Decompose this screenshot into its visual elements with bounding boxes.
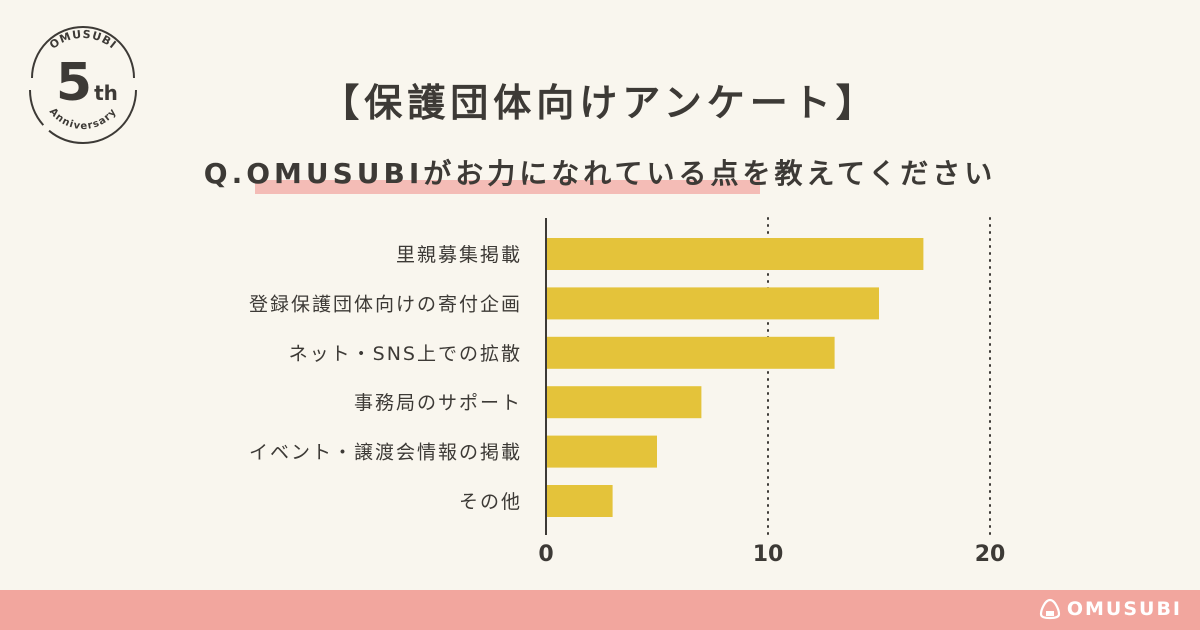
- category-label-1: 登録保護団体向けの寄付企画: [249, 293, 522, 315]
- category-label-5: その他: [459, 491, 522, 513]
- x-tick-labels: 0 10 20: [538, 542, 1005, 567]
- bar-3: [546, 386, 702, 419]
- footer-logo: OMUSUBI: [1039, 598, 1182, 620]
- category-label-4: イベント・譲渡会情報の掲載: [249, 442, 522, 464]
- category-labels: 里親募集掲載登録保護団体向けの寄付企画ネット・SNS上での拡散事務局のサポートイ…: [249, 244, 522, 513]
- question-text: Q.OMUSUBIがお力になれている点を教えてください: [203, 157, 997, 190]
- bars-layer: [546, 238, 924, 517]
- anniversary-badge: OMUSUBI 5 th Anniversary: [29, 26, 137, 144]
- badge-number: 5: [56, 53, 92, 113]
- x-tick-label-0: 0: [538, 542, 553, 567]
- bar-5: [546, 485, 613, 517]
- x-tick-label-10: 10: [753, 542, 784, 567]
- bar-0: [546, 238, 924, 270]
- category-label-2: ネット・SNS上での拡散: [289, 343, 522, 365]
- category-label-3: 事務局のサポート: [354, 392, 522, 414]
- badge-suffix: th: [94, 81, 118, 105]
- onigiri-logo-icon: [1039, 598, 1060, 620]
- page-title: 【保護団体向けアンケート】: [321, 81, 879, 125]
- bar-2: [546, 336, 835, 369]
- bar-chart: 里親募集掲載登録保護団体向けの寄付企画ネット・SNS上での拡散事務局のサポートイ…: [249, 217, 1005, 567]
- x-tick-label-20: 20: [975, 542, 1006, 567]
- footer-logo-text: OMUSUBI: [1066, 598, 1182, 620]
- bar-1: [546, 287, 879, 320]
- question-wrap: Q.OMUSUBIがお力になれている点を教えてください: [0, 152, 1200, 192]
- category-label-0: 里親募集掲載: [396, 244, 522, 266]
- footer-bar: OMUSUBI: [0, 590, 1200, 630]
- bar-4: [546, 435, 657, 468]
- question-highlight: [255, 180, 760, 194]
